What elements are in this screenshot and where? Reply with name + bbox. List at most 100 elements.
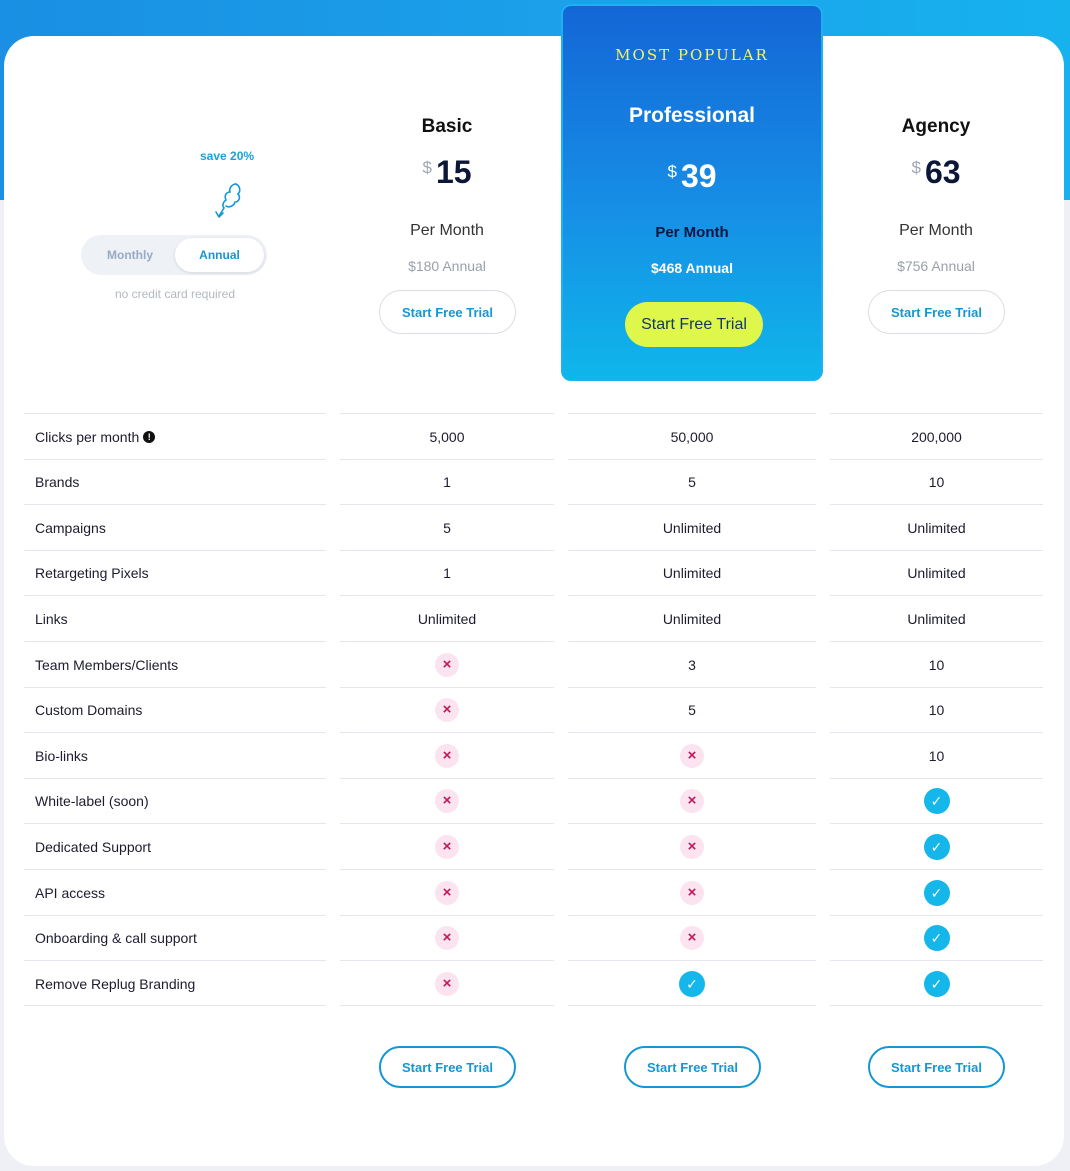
feature-label-text: Remove Replug Branding — [35, 975, 196, 992]
start-trial-button-agency[interactable]: Start Free Trial — [868, 290, 1005, 334]
price-amount: 39 — [680, 158, 717, 194]
x-icon: × — [435, 926, 459, 951]
x-icon: × — [435, 789, 459, 814]
x-icon: × — [435, 834, 459, 859]
feature-label-text: Clicks per month — [35, 428, 140, 445]
feature-value-text: 3 — [688, 656, 696, 673]
feature-label: Dedicated Support — [24, 823, 326, 869]
pricing-card — [4, 36, 1064, 1166]
table-row: Onboarding & call support × × ✓ — [0, 914, 1070, 961]
check-icon: ✓ — [923, 879, 950, 906]
feature-label-text: Dedicated Support — [35, 838, 151, 855]
table-row: Clicks per month! 5,000 50,000 200,000 — [0, 413, 1070, 459]
toggle-monthly[interactable]: Monthly — [107, 248, 153, 262]
feature-value: 1 — [340, 549, 554, 596]
feature-value: Unlimited — [830, 549, 1043, 596]
feature-value: 5 — [568, 458, 816, 505]
feature-value: × — [568, 869, 816, 915]
x-icon: × — [435, 743, 459, 768]
start-trial-button-basic[interactable]: Start Free Trial — [379, 290, 516, 334]
toggle-annual[interactable]: Annual — [175, 238, 264, 272]
bottom-trial-button-basic[interactable]: Start Free Trial — [379, 1046, 516, 1088]
start-trial-button-professional[interactable]: Start Free Trial — [625, 302, 763, 347]
plan-professional: MOST POPULAR Professional $39 Per Month … — [561, 4, 823, 381]
plan-name: Basic — [421, 116, 473, 137]
feature-value: × — [568, 777, 816, 824]
feature-label-text: Retargeting Pixels — [35, 565, 149, 582]
divider — [340, 1005, 554, 1006]
divider — [830, 1005, 1043, 1006]
feature-value: Unlimited — [568, 595, 816, 641]
bottom-trial-button-professional[interactable]: Start Free Trial — [624, 1046, 761, 1088]
bottom-trial-button-agency[interactable]: Start Free Trial — [868, 1046, 1005, 1088]
feature-value: × — [340, 777, 554, 824]
plan-name: Agency — [901, 116, 971, 137]
table-row: Team Members/Clients × 3 10 — [0, 641, 1070, 687]
info-icon[interactable]: ! — [143, 430, 156, 443]
feature-value-text: 200,000 — [911, 428, 962, 445]
annual-price: $180 Annual — [408, 258, 486, 274]
feature-label: Brands — [24, 458, 326, 505]
most-popular-badge: MOST POPULAR — [615, 46, 769, 64]
feature-value: × — [568, 732, 816, 778]
per-month-label: Per Month — [899, 222, 973, 239]
feature-value: × — [568, 823, 816, 869]
feature-value: Unlimited — [830, 504, 1043, 550]
divider — [24, 1005, 326, 1006]
feature-value-text: 5,000 — [429, 428, 465, 445]
x-icon: × — [680, 880, 704, 905]
x-icon: × — [435, 652, 459, 677]
feature-value-text: 1 — [443, 474, 451, 491]
feature-value-text: 50,000 — [670, 428, 714, 445]
feature-value: 50,000 — [568, 413, 816, 459]
feature-value-text: 10 — [928, 656, 945, 673]
feature-label-text: Custom Domains — [35, 702, 143, 719]
plan-price: $15 — [347, 154, 547, 191]
feature-label: White-label (soon) — [24, 777, 326, 824]
billing-toggle[interactable]: Monthly Annual — [81, 235, 267, 275]
feature-value: 1 — [340, 458, 554, 505]
feature-value: 5 — [340, 504, 554, 550]
check-icon: ✓ — [923, 788, 950, 815]
table-row: Brands 1 5 10 — [0, 458, 1070, 505]
price-amount: 63 — [924, 154, 961, 190]
feature-value: 10 — [830, 641, 1043, 687]
feature-label-text: Bio-links — [35, 747, 88, 764]
x-icon: × — [435, 971, 459, 996]
feature-value: × — [340, 869, 554, 915]
currency-symbol: $ — [911, 158, 921, 177]
feature-label-text: Onboarding & call support — [35, 930, 197, 947]
feature-value-text: 5 — [688, 474, 696, 491]
table-row: Campaigns 5 Unlimited Unlimited — [0, 504, 1070, 550]
feature-value: Unlimited — [568, 504, 816, 550]
feature-value-text: 10 — [928, 747, 945, 764]
table-row: Dedicated Support × × ✓ — [0, 823, 1070, 869]
feature-value-text: 10 — [928, 702, 945, 719]
feature-value-text: Unlimited — [417, 610, 477, 627]
divider — [568, 1005, 816, 1006]
feature-label: Links — [24, 595, 326, 641]
feature-value: ✓ — [830, 823, 1043, 869]
feature-label-text: Campaigns — [35, 519, 106, 536]
table-row: Custom Domains × 5 10 — [0, 686, 1070, 733]
table-row: White-label (soon) × × ✓ — [0, 777, 1070, 824]
feature-value: 5 — [568, 686, 816, 733]
feature-value: × — [568, 914, 816, 961]
currency-symbol: $ — [667, 162, 677, 181]
feature-value: Unlimited — [568, 549, 816, 596]
feature-label: Retargeting Pixels — [24, 549, 326, 596]
feature-label: Team Members/Clients — [24, 641, 326, 687]
table-row: Retargeting Pixels 1 Unlimited Unlimited — [0, 549, 1070, 596]
table-row: Links Unlimited Unlimited Unlimited — [0, 595, 1070, 641]
per-month-label: Per Month — [655, 224, 729, 241]
feature-label-text: Links — [35, 610, 68, 627]
feature-value: 3 — [568, 641, 816, 687]
feature-label: API access — [24, 869, 326, 915]
plan-price: $63 — [836, 154, 1036, 191]
feature-value: × — [340, 914, 554, 961]
currency-symbol: $ — [422, 158, 432, 177]
save-badge: save 20% — [200, 149, 255, 163]
feature-label-text: Brands — [35, 474, 80, 491]
feature-label: Campaigns — [24, 504, 326, 550]
feature-value: Unlimited — [340, 595, 554, 641]
